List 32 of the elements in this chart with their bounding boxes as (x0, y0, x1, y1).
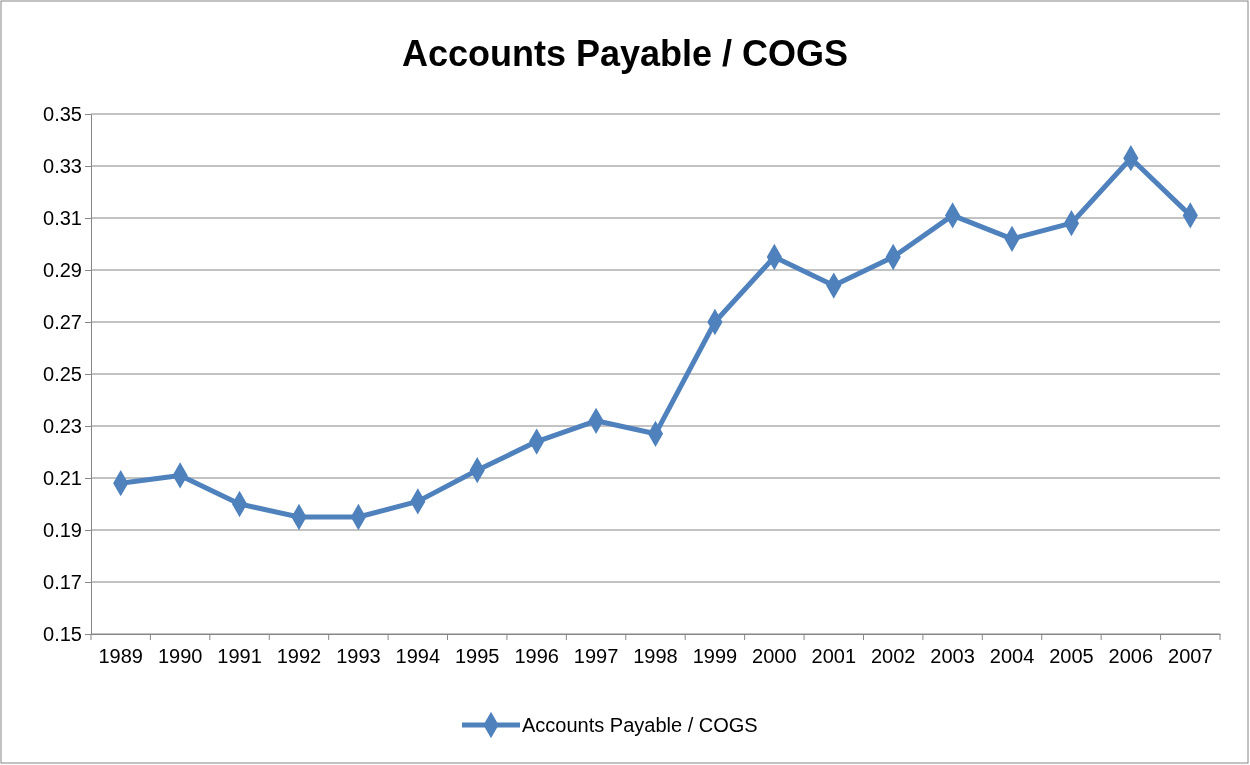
x-tick-label: 1991 (217, 645, 262, 667)
x-tick-label: 1994 (395, 645, 441, 667)
x-tick-label: 1989 (98, 645, 143, 667)
x-tick-label: 2004 (989, 645, 1035, 667)
y-tick-label: 0.23 (43, 414, 82, 437)
y-tick-label: 0.17 (43, 570, 82, 593)
y-tick-label: 0.15 (43, 622, 82, 645)
x-tick-label: 1997 (573, 645, 619, 667)
y-tick-label: 0.19 (43, 518, 82, 541)
y-tick-label: 0.31 (43, 206, 82, 229)
y-tick-label: 0.27 (43, 310, 82, 333)
x-tick-label: 1995 (454, 645, 500, 667)
y-tick-label: 0.35 (43, 102, 82, 125)
x-tick-label: 1999 (692, 645, 738, 667)
x-tick-label: 2001 (811, 645, 857, 667)
y-tick-label: 0.21 (43, 466, 82, 489)
x-tick-label: 2000 (752, 645, 797, 667)
y-tick-label: 0.25 (43, 362, 82, 385)
x-tick-label: 1998 (633, 645, 678, 667)
x-tick-label: 1993 (336, 645, 381, 667)
x-tick-label: 2006 (1108, 645, 1154, 667)
x-tick-label: 1990 (157, 645, 203, 667)
y-tick-label: 0.33 (43, 154, 82, 177)
x-tick-label: 1992 (276, 645, 322, 667)
y-tick-label: 0.29 (43, 258, 82, 281)
legend-label: Accounts Payable / COGS (522, 714, 758, 736)
x-tick-label: 2002 (870, 645, 916, 667)
x-tick-label: 2007 (1168, 645, 1213, 667)
x-tick-label: 1996 (514, 645, 559, 667)
chart-title: Accounts Payable / COGS (401, 33, 849, 74)
x-tick-label: 2003 (930, 645, 975, 667)
x-tick-label: 2005 (1049, 645, 1094, 667)
